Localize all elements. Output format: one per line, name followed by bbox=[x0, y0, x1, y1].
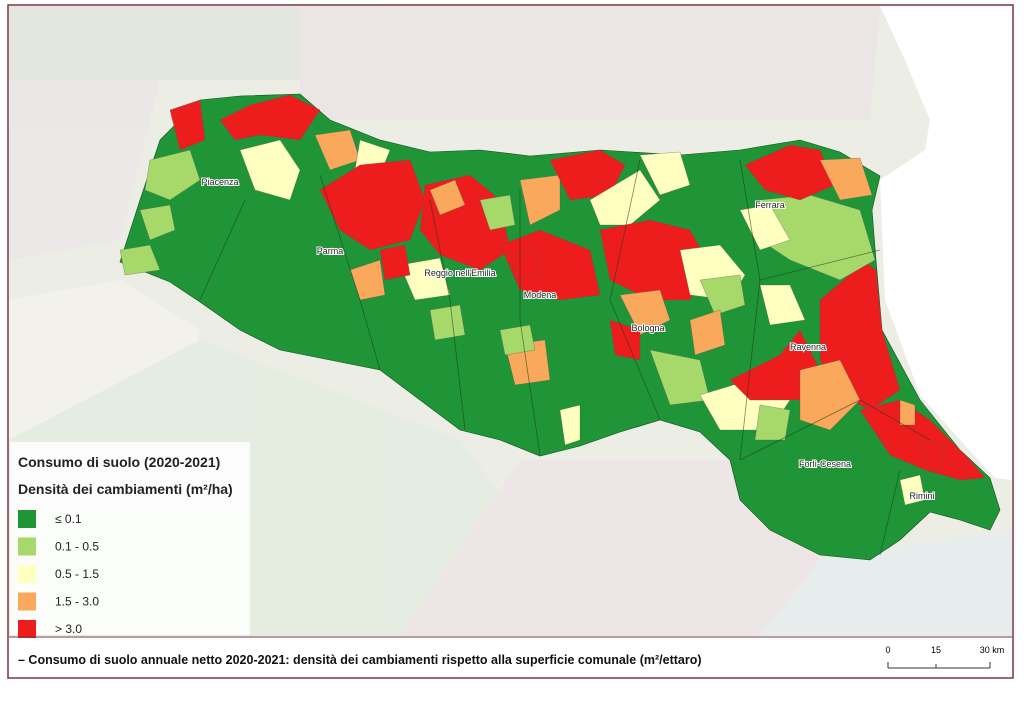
municipality bbox=[479, 194, 516, 231]
legend-swatch bbox=[18, 592, 36, 611]
region bbox=[119, 93, 1001, 561]
legend-label: 0.5 - 1.5 bbox=[55, 567, 99, 581]
municipality bbox=[899, 474, 926, 506]
legend-label: > 3.0 bbox=[55, 622, 82, 636]
municipality bbox=[429, 304, 466, 341]
municipality bbox=[899, 399, 916, 426]
municipality bbox=[919, 439, 946, 471]
scale-label: 0 bbox=[885, 645, 890, 655]
municipality bbox=[379, 244, 411, 281]
city-label: Modena bbox=[524, 290, 557, 300]
municipality bbox=[519, 174, 561, 226]
city-label: Bologna bbox=[631, 323, 664, 333]
municipality bbox=[689, 309, 726, 356]
municipality bbox=[754, 404, 791, 441]
municipality bbox=[739, 204, 791, 251]
municipality bbox=[639, 151, 691, 196]
legend-swatch bbox=[18, 620, 36, 638]
legend-title: Consumo di suolo (2020-2021) bbox=[18, 454, 220, 470]
municipality bbox=[239, 139, 301, 201]
legend-label: 1.5 - 3.0 bbox=[55, 595, 99, 609]
scale-bar bbox=[887, 662, 991, 669]
city-label: Reggio nell'Emilia bbox=[424, 268, 495, 278]
legend-label: ≤ 0.1 bbox=[55, 512, 82, 526]
municipality bbox=[819, 157, 873, 201]
municipality bbox=[319, 159, 426, 251]
municipality bbox=[549, 149, 626, 201]
municipality bbox=[759, 284, 806, 326]
municipality bbox=[609, 319, 641, 361]
city-labels: Piacenza Parma Reggio nell'Emilia Modena Bol… bbox=[200, 176, 935, 502]
city-label: Piacenza bbox=[201, 177, 238, 187]
city-label: Ferrara bbox=[755, 200, 785, 210]
caption: – Consumo di suolo annuale netto 2020-20… bbox=[18, 653, 702, 667]
legend-swatch bbox=[18, 510, 36, 528]
legend-label: 0.1 - 0.5 bbox=[55, 540, 99, 554]
city-label: Forlì-Cesena bbox=[799, 459, 851, 469]
province-borders bbox=[199, 159, 931, 556]
municipality bbox=[589, 169, 661, 226]
municipality bbox=[139, 204, 176, 241]
municipality bbox=[119, 244, 161, 276]
city-label: Parma bbox=[317, 246, 344, 256]
sea bbox=[880, 6, 1012, 480]
municipality bbox=[499, 324, 536, 356]
municipality bbox=[799, 359, 861, 431]
municipality bbox=[619, 289, 671, 336]
scale-label: 15 bbox=[931, 645, 941, 655]
legend: ≤ 0.1 0.1 - 0.5 0.5 - 1.5 1.5 - 3.0 > 3.0 bbox=[18, 510, 99, 638]
municipality bbox=[144, 149, 201, 201]
municipality bbox=[429, 179, 466, 216]
municipality bbox=[509, 249, 541, 281]
municipality bbox=[699, 274, 746, 316]
legend-swatch bbox=[18, 565, 36, 583]
legend-swatch bbox=[18, 537, 36, 556]
city-label: Ravenna bbox=[790, 342, 826, 352]
municipality bbox=[169, 99, 206, 151]
municipality bbox=[399, 257, 451, 301]
municipality bbox=[559, 404, 581, 446]
legend-subtitle: Densità dei cambiamenti (m²/ha) bbox=[18, 481, 233, 497]
city-label: Rimini bbox=[909, 491, 934, 501]
scale-label: 30 km bbox=[980, 645, 1005, 655]
legend-background bbox=[10, 442, 250, 635]
municipality bbox=[219, 94, 321, 141]
